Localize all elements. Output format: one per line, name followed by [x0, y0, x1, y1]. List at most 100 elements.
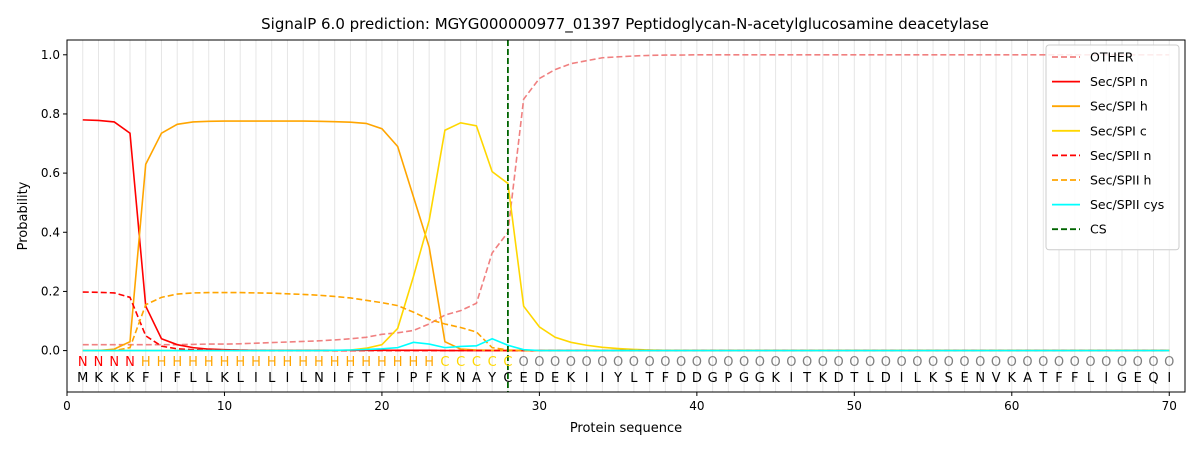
plot-background — [67, 40, 1185, 392]
region-label: O — [1148, 355, 1158, 370]
region-label: H — [172, 355, 182, 370]
region-label: O — [739, 355, 749, 370]
legend-label: Sec/SPII n — [1090, 148, 1151, 163]
region-label: O — [692, 355, 702, 370]
legend-box — [1045, 44, 1180, 251]
residue-label: F — [173, 371, 180, 386]
y-tick-label: 0.0 — [41, 344, 60, 358]
region-label: H — [298, 355, 308, 370]
region-label: O — [912, 355, 922, 370]
region-label: O — [865, 355, 875, 370]
x-tick-label: 30 — [532, 399, 547, 413]
region-label: O — [1101, 355, 1111, 370]
region-label: H — [141, 355, 151, 370]
region-label: O — [786, 355, 796, 370]
region-label: O — [550, 355, 560, 370]
residue-label: F — [425, 371, 432, 386]
region-label: O — [660, 355, 670, 370]
series-line-other — [82, 53, 1170, 346]
region-label: N — [94, 355, 104, 370]
residue-label: I — [333, 371, 337, 386]
region-label: O — [802, 355, 812, 370]
x-axis-label: Protein sequence — [570, 421, 682, 436]
residue-label: S — [945, 371, 953, 386]
region-label: O — [928, 355, 938, 370]
residue-label: A — [472, 371, 481, 386]
residue-label: K — [567, 371, 576, 386]
legend-label: Sec/SPI c — [1090, 123, 1147, 138]
legend-label: OTHER — [1090, 50, 1134, 65]
region-label: O — [707, 355, 717, 370]
x-tick-label: 40 — [689, 399, 704, 413]
region-label: O — [723, 355, 733, 370]
region-label: C — [456, 355, 465, 370]
y-tick-label: 0.2 — [41, 284, 60, 298]
region-label: O — [1022, 355, 1032, 370]
residue-label: F — [662, 371, 669, 386]
region-label: H — [393, 355, 403, 370]
legend-label: Sec/SPII h — [1090, 173, 1151, 188]
residue-label: L — [237, 371, 245, 386]
x-tick-label: 60 — [1004, 399, 1019, 413]
residue-label: V — [992, 371, 1001, 386]
residue-label: K — [819, 371, 828, 386]
x-tick-label: 70 — [1162, 399, 1177, 413]
residue-label: D — [834, 371, 844, 386]
x-tick-label: 0 — [63, 399, 71, 413]
residue-label: K — [929, 371, 938, 386]
residue-label: I — [396, 371, 400, 386]
y-tick-label: 0.6 — [41, 166, 60, 180]
region-label: H — [235, 355, 245, 370]
region-label: H — [314, 355, 324, 370]
residue-label: L — [630, 371, 638, 386]
residue-label: K — [441, 371, 450, 386]
series-layer — [82, 40, 1170, 392]
region-label: O — [991, 355, 1001, 370]
region-label: O — [1070, 355, 1080, 370]
residue-label: M — [77, 371, 88, 386]
region-label: O — [645, 355, 655, 370]
region-label: O — [613, 355, 623, 370]
region-label: H — [157, 355, 167, 370]
region-label: H — [267, 355, 277, 370]
region-label: O — [629, 355, 639, 370]
region-label: O — [566, 355, 576, 370]
region-label: N — [125, 355, 135, 370]
residue-label: K — [94, 371, 103, 386]
residue-label: K — [771, 371, 780, 386]
residue-label: E — [1134, 371, 1142, 386]
region-label: O — [770, 355, 780, 370]
plot-area — [67, 40, 1185, 392]
region-label: O — [833, 355, 843, 370]
region-label: O — [1038, 355, 1048, 370]
region-label: H — [346, 355, 356, 370]
residue-label: P — [724, 371, 732, 386]
legend-label: Sec/SPI h — [1090, 99, 1148, 114]
region-label: O — [597, 355, 607, 370]
region-label: O — [1117, 355, 1127, 370]
region-label: H — [377, 355, 387, 370]
residue-label: Y — [613, 371, 622, 386]
legend: OTHER Sec/SPI n Sec/SPI h Sec/SPI c Sec/SPII… — [1045, 44, 1180, 251]
region-label: C — [503, 355, 512, 370]
residue-label: I — [254, 371, 258, 386]
region-label: H — [424, 355, 434, 370]
residue-label: D — [534, 371, 544, 386]
residue-label: K — [126, 371, 135, 386]
region-label: O — [534, 355, 544, 370]
region-label: O — [582, 355, 592, 370]
region-label: O — [755, 355, 765, 370]
region-label: O — [849, 355, 859, 370]
residue-label: G — [755, 371, 765, 386]
x-tick-label: 10 — [217, 399, 232, 413]
region-label: C — [440, 355, 449, 370]
region-label: O — [881, 355, 891, 370]
residue-label: I — [789, 371, 793, 386]
residue-label: I — [585, 371, 589, 386]
residue-label: Q — [1148, 371, 1158, 386]
region-label: O — [959, 355, 969, 370]
residue-label: L — [205, 371, 213, 386]
residue-label: F — [1055, 371, 1062, 386]
region-label: H — [220, 355, 230, 370]
